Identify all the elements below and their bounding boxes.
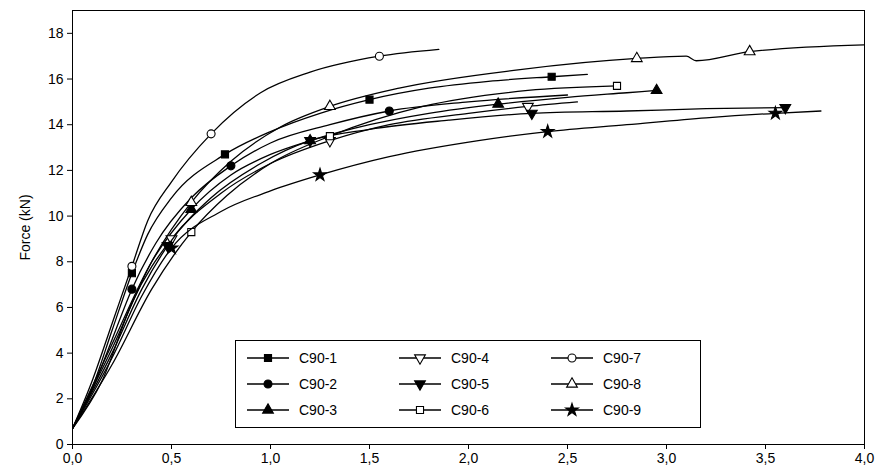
svg-text:10: 10 xyxy=(48,208,64,224)
svg-text:2: 2 xyxy=(56,390,64,406)
svg-text:Force (kN): Force (kN) xyxy=(17,194,33,260)
svg-text:2,5: 2,5 xyxy=(558,450,578,466)
svg-text:C90-3: C90-3 xyxy=(299,402,337,418)
svg-text:C90-5: C90-5 xyxy=(451,376,489,392)
svg-text:3,0: 3,0 xyxy=(657,450,677,466)
svg-text:4: 4 xyxy=(56,345,64,361)
svg-text:0,5: 0,5 xyxy=(162,450,182,466)
svg-text:C90-4: C90-4 xyxy=(451,350,489,366)
svg-text:C90-9: C90-9 xyxy=(603,402,641,418)
svg-text:6: 6 xyxy=(56,299,64,315)
svg-text:14: 14 xyxy=(48,116,64,132)
svg-text:18: 18 xyxy=(48,25,64,41)
svg-text:1,0: 1,0 xyxy=(261,450,281,466)
svg-text:3,5: 3,5 xyxy=(756,450,776,466)
svg-text:0: 0 xyxy=(55,436,64,452)
svg-text:12: 12 xyxy=(48,162,64,178)
svg-text:C90-7: C90-7 xyxy=(603,350,641,366)
svg-text:16: 16 xyxy=(48,71,64,87)
svg-text:4,0: 4,0 xyxy=(855,450,875,466)
svg-text:C90-1: C90-1 xyxy=(299,350,337,366)
svg-text:C90-2: C90-2 xyxy=(299,376,337,392)
svg-text:C90-6: C90-6 xyxy=(451,402,489,418)
svg-text:2,0: 2,0 xyxy=(459,450,479,466)
svg-text:1,5: 1,5 xyxy=(360,450,380,466)
svg-text:C90-8: C90-8 xyxy=(603,376,641,392)
svg-text:8: 8 xyxy=(56,253,64,269)
svg-text:0,0: 0,0 xyxy=(63,450,83,466)
